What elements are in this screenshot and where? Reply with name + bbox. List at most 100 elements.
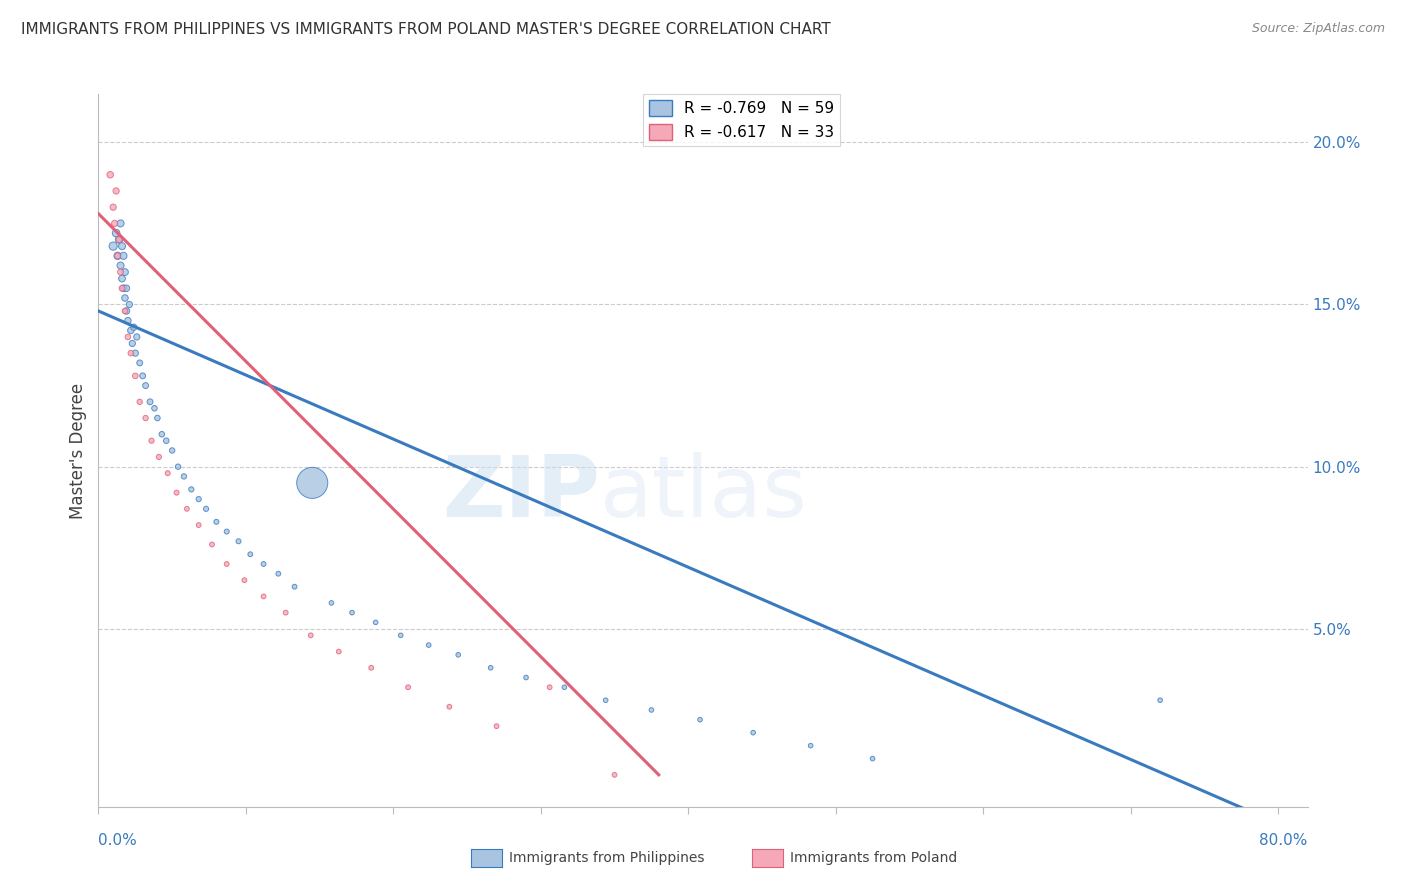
Point [447,648,470,662]
Point [148,450,170,464]
Point [114,265,136,279]
Point [800,739,823,753]
Text: ZIP: ZIP [443,451,600,535]
Point [141,434,163,448]
Point [143,401,166,416]
Point [128,356,150,370]
Point [173,469,195,483]
Point [301,475,323,490]
Point [112,281,135,295]
Point [114,304,136,318]
Point [128,394,150,409]
Text: 0.0%: 0.0% [98,833,138,847]
Point [160,443,183,458]
Point [215,557,238,571]
Point [340,606,363,620]
Point [187,492,209,507]
Point [111,271,134,285]
Point [117,314,139,328]
Point [118,297,141,311]
Point [167,459,190,474]
Point [104,216,127,230]
Point [228,534,250,549]
Point [166,485,188,500]
Point [215,524,238,539]
Point [595,693,617,707]
Point [689,713,711,727]
Text: Source: ZipAtlas.com: Source: ZipAtlas.com [1251,22,1385,36]
Point [418,638,440,652]
Point [176,501,198,516]
Point [156,466,179,480]
Point [150,427,173,442]
Point [117,330,139,344]
Point [640,703,662,717]
Point [131,368,153,383]
Point [201,537,224,551]
Point [111,239,134,253]
Point [396,680,419,694]
Point [105,226,128,240]
Point [101,200,124,214]
Point [195,501,218,516]
Point [146,411,169,425]
Point [187,518,209,533]
Point [321,596,343,610]
Point [120,346,142,360]
Legend: R = -0.769   N = 59, R = -0.617   N = 33: R = -0.769 N = 59, R = -0.617 N = 33 [643,95,841,146]
Point [115,281,138,295]
Point [105,184,128,198]
Point [267,566,290,581]
Point [101,239,124,253]
Point [239,547,262,561]
Point [125,330,148,344]
Text: Immigrants from Poland: Immigrants from Poland [790,851,957,865]
Point [252,557,274,571]
Point [110,265,132,279]
Point [328,644,350,658]
Point [538,680,561,694]
Point [98,168,121,182]
Point [283,580,305,594]
Point [155,434,177,448]
Point [124,368,146,383]
Point [107,249,129,263]
Point [603,768,626,782]
Point [553,680,575,694]
Point [135,378,157,392]
Point [1149,693,1171,707]
Point [111,281,134,295]
Point [485,719,508,733]
Y-axis label: Master's Degree: Master's Degree [69,383,87,518]
Point [115,304,138,318]
Point [139,394,162,409]
Point [274,606,297,620]
Point [389,628,412,642]
Point [110,216,132,230]
Point [252,590,274,604]
Text: Immigrants from Philippines: Immigrants from Philippines [509,851,704,865]
Point [114,291,136,305]
Point [180,483,202,497]
Text: atlas: atlas [600,451,808,535]
Point [742,725,765,739]
Point [360,661,382,675]
Point [107,249,129,263]
Point [862,751,884,765]
Point [479,661,502,675]
Point [515,671,537,685]
Point [112,249,135,263]
Text: IMMIGRANTS FROM PHILIPPINES VS IMMIGRANTS FROM POLAND MASTER'S DEGREE CORRELATIO: IMMIGRANTS FROM PHILIPPINES VS IMMIGRANT… [21,22,831,37]
Point [233,573,256,587]
Point [108,233,131,247]
Point [205,515,228,529]
Point [120,323,142,337]
Point [122,320,145,334]
Point [135,411,157,425]
Point [364,615,387,630]
Text: 80.0%: 80.0% [1260,833,1308,847]
Point [110,259,132,273]
Point [108,233,131,247]
Point [121,336,143,351]
Point [124,346,146,360]
